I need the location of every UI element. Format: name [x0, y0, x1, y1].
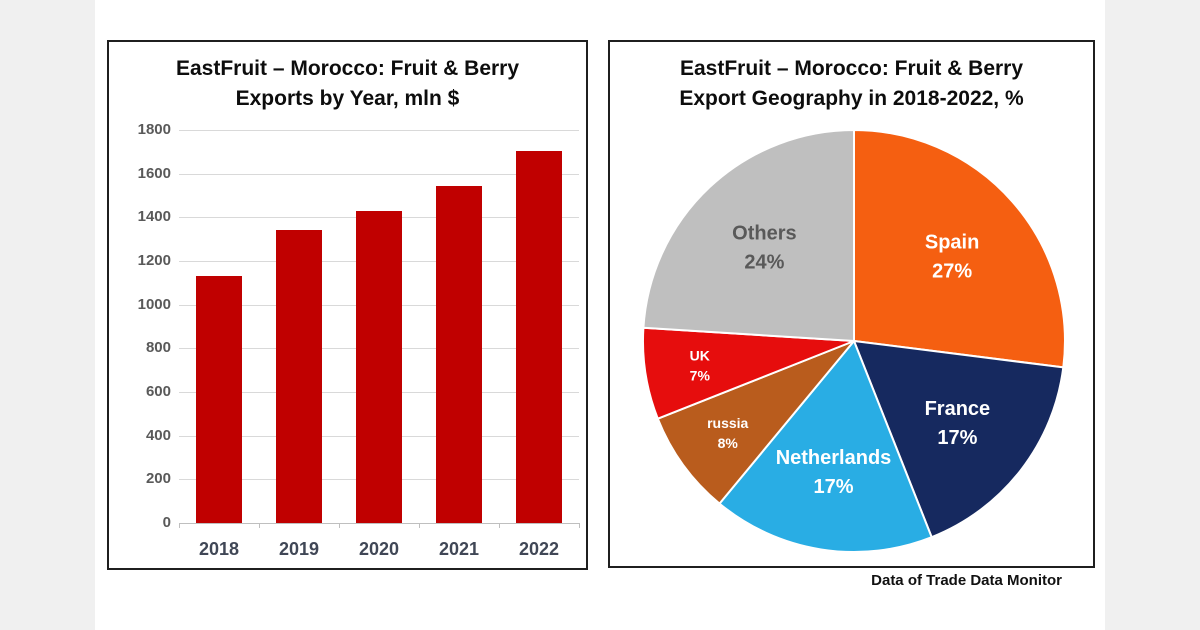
bar-chart-title: EastFruit – Morocco: Fruit & Berry Expor…: [109, 54, 586, 114]
pie-value-uk: 7%: [690, 367, 711, 383]
y-tick-label-1400: 1400: [137, 208, 171, 226]
y-tick-label-0: 0: [162, 514, 171, 531]
x-axis-tick: [419, 523, 420, 528]
y-tick-label-1000: 1000: [137, 295, 171, 313]
bar-2018: [196, 276, 242, 523]
pie-value-france: 17%: [937, 427, 977, 449]
pie-label-netherlands: Netherlands: [776, 447, 892, 469]
y-tick-label-400: 400: [145, 426, 171, 444]
y-tick-label-1600: 1600: [137, 164, 171, 182]
pie-chart-title-line2: Export Geography in 2018-2022, %: [679, 87, 1024, 110]
x-axis-line: [179, 523, 579, 524]
pie-slice-netherlands: [718, 340, 933, 553]
y-tick-label-600: 600: [145, 383, 171, 400]
x-tick-label-2019: 2019: [278, 539, 320, 559]
pie-chart: Spain 27% France 17% Netherlands 17% russia 8% U…: [641, 129, 1066, 553]
x-tick-label-2021: 2021: [438, 539, 480, 559]
pie-chart-title: EastFruit – Morocco: Fruit & Berry Expor…: [610, 54, 1093, 114]
pie-label-spain: Spain: [925, 232, 979, 254]
pie-slice-spain: [853, 129, 1066, 369]
x-tick-label-2018: 2018: [198, 539, 240, 559]
bar-2020: [356, 210, 402, 523]
x-axis-tick: [579, 523, 580, 528]
gridline-1600: [179, 173, 579, 175]
pie-value-spain: 27%: [932, 261, 972, 283]
x-tick-label-2022: 2022: [518, 539, 560, 559]
x-tick-label-2020: 2020: [358, 539, 400, 559]
y-tick-label-1200: 1200: [137, 252, 171, 269]
y-tick-label-800: 800: [145, 339, 171, 357]
bar-chart-panel: EastFruit – Morocco: Fruit & Berry Expor…: [107, 40, 588, 570]
pie-value-netherlands: 17%: [813, 476, 853, 498]
pie-label-uk: UK: [690, 347, 710, 363]
right-margin-band: [1105, 0, 1200, 630]
pie-chart-title-line1: EastFruit – Morocco: Fruit & Berry: [679, 57, 1024, 80]
bar-2019: [276, 230, 322, 523]
source-note: Data of Trade Data Monitor: [871, 572, 1062, 589]
pie-value-russia: 8%: [718, 435, 739, 451]
x-axis-tick: [339, 523, 340, 528]
bar-2022: [516, 150, 562, 523]
pie-chart-panel: EastFruit – Morocco: Fruit & Berry Expor…: [608, 40, 1095, 568]
left-margin-band: [0, 0, 95, 630]
y-tick-label-1800: 1800: [137, 121, 171, 138]
gridline-1800: [179, 130, 579, 131]
pie-label-russia: russia: [707, 415, 748, 431]
bar-chart-title-line1: EastFruit – Morocco: Fruit & Berry: [175, 57, 520, 80]
pie-label-france: France: [925, 398, 991, 420]
pie-value-others: 24%: [744, 252, 784, 274]
pie-slice-russia: [656, 340, 855, 505]
x-axis-tick: [259, 523, 260, 528]
x-axis-tick: [499, 523, 500, 528]
pie-slice-france: [853, 340, 1065, 539]
x-axis-tick: [179, 523, 180, 528]
pie-slice-others: [642, 129, 855, 342]
bar-2021: [436, 185, 482, 523]
y-tick-label-200: 200: [145, 470, 171, 488]
bar-chart-title-line2: Exports by Year, mln $: [235, 87, 460, 110]
pie-label-others: Others: [732, 223, 796, 245]
